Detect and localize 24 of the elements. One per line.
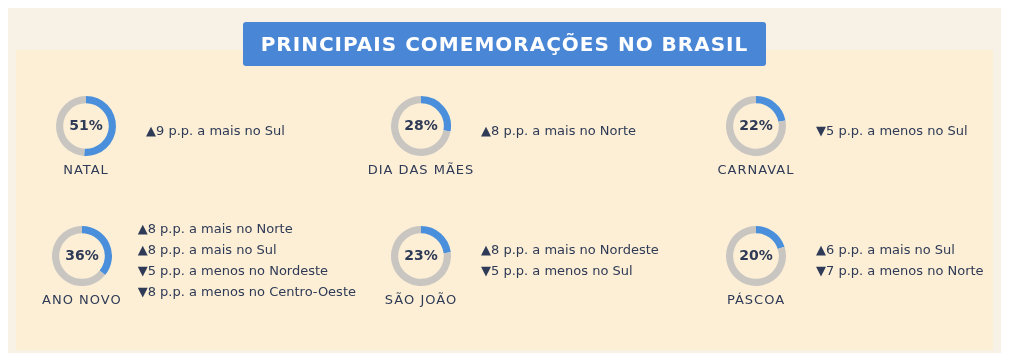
data-label: 20% <box>739 246 773 263</box>
text: ▲6 p.p. a mais no Sul <box>816 242 956 257</box>
text: DIA DAS MÃES <box>367 161 475 177</box>
text: NATAL <box>63 161 109 177</box>
text: ▼5 p.p. a menos no Sul <box>481 263 634 278</box>
text: ▼5 p.p. a menos no Sul <box>816 122 968 138</box>
text: SÃO JOÃO <box>384 291 458 307</box>
text: ▼5 p.p. a menos no Nordeste <box>137 263 330 278</box>
text: PRINCIPAIS COMEMORAÇÕES NO BRASIL <box>242 22 767 66</box>
data-label: 51% <box>69 116 103 133</box>
text: ANO NOVO <box>42 291 122 307</box>
text: ▲8 p.p. a mais no Sul <box>137 242 278 257</box>
text: ▲9 p.p. a mais no Sul <box>146 122 285 138</box>
text: ▲8 p.p. a mais no Norte <box>481 122 636 138</box>
text: CARNAVAL <box>717 161 795 177</box>
text: ▲8 p.p. a mais no Norte <box>137 221 294 236</box>
data-label: 36% <box>65 246 99 263</box>
data-label: 23% <box>404 246 438 263</box>
text: ▲8 p.p. a mais no Nordeste <box>481 242 659 257</box>
text: ▼7 p.p. a menos no Norte <box>816 263 984 278</box>
text: PÁSCOA <box>726 291 786 307</box>
data-label: 22% <box>739 116 773 133</box>
data-label: 28% <box>404 116 438 133</box>
text: ▼8 p.p. a menos no Centro-Oeste <box>137 284 356 299</box>
